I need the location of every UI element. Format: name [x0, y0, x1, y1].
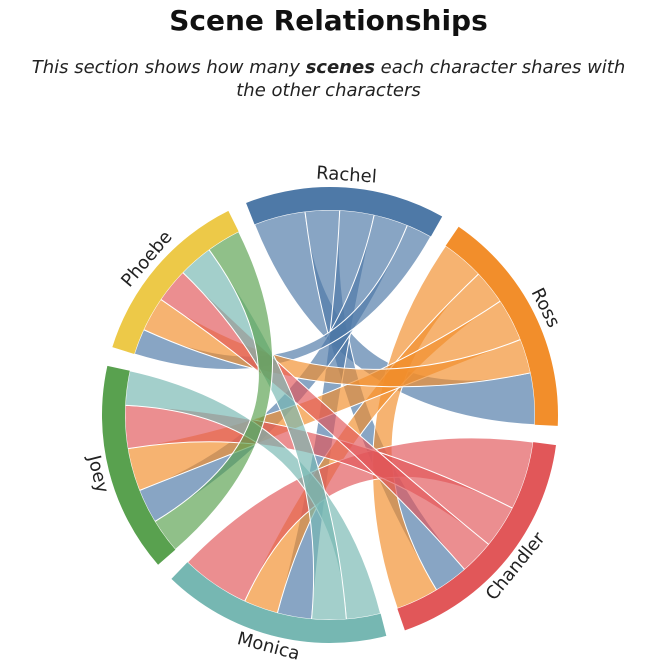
page-title: Scene Relationships [169, 4, 488, 37]
node-arc-ross[interactable] [445, 226, 558, 426]
subtitle: This section shows how many scenes each … [20, 56, 637, 102]
node-arc-joey[interactable] [101, 365, 176, 565]
subtitle-text-start: This section shows how many [31, 57, 306, 78]
ribbon-chandler-phoebe[interactable] [160, 271, 490, 571]
ribbon-monica-phoebe[interactable] [182, 248, 347, 621]
node-arc-monica[interactable] [171, 562, 387, 643]
node-arc-chandler[interactable] [397, 442, 556, 631]
subtitle-text-end: each character shares with the other cha… [236, 57, 626, 101]
ribbon-ross-phoebe[interactable] [142, 298, 532, 388]
node-arc-rachel[interactable] [246, 186, 443, 237]
subtitle-emphasis: scenes [305, 57, 375, 78]
node-arc-phoebe[interactable] [112, 210, 239, 354]
node-label-rachel: Rachel [316, 163, 378, 188]
chord-node-arcs [101, 186, 558, 643]
chord-ribbons [124, 209, 536, 621]
